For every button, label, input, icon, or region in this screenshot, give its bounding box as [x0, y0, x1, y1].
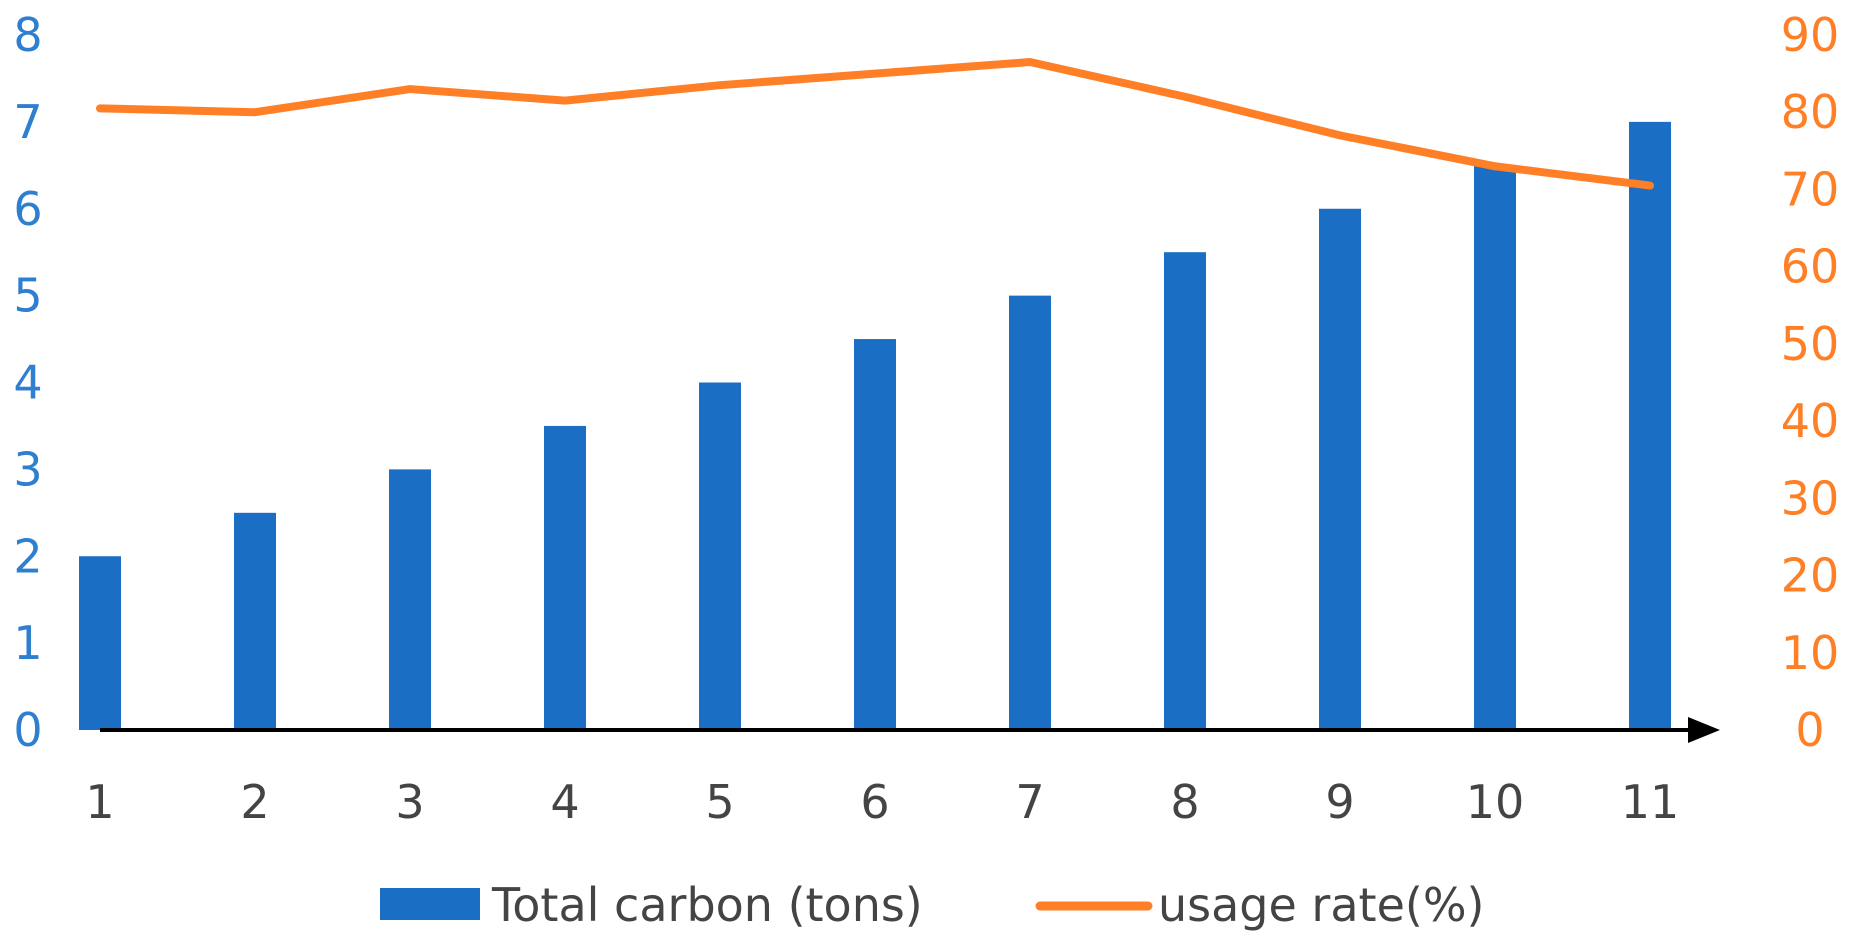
right-axis-ticks: 0 10 20 30 40 50 60 70 80 90 [1781, 8, 1840, 757]
x-tick-label: 6 [860, 775, 889, 829]
right-tick-label: 80 [1781, 85, 1840, 139]
legend: Total carbon (tons) usage rate(%) [380, 878, 1484, 932]
x-tick-label: 10 [1466, 775, 1525, 829]
x-axis-arrow [1688, 717, 1720, 743]
usage-rate-line [96, 58, 1654, 190]
x-tick-label: 1 [85, 775, 114, 829]
right-tick-label: 10 [1781, 626, 1840, 680]
right-tick-label: 90 [1781, 8, 1840, 62]
right-tick-label: 20 [1781, 549, 1840, 603]
left-tick-label: 4 [13, 356, 42, 410]
bar-11 [1629, 121, 1671, 730]
bar-6 [854, 339, 896, 730]
x-tick-label: 11 [1621, 775, 1680, 829]
legend-label-total-carbon: Total carbon (tons) [491, 878, 923, 932]
left-tick-label: 3 [13, 442, 42, 496]
x-tick-label: 5 [705, 775, 734, 829]
bar-5 [699, 382, 741, 730]
bar-10 [1474, 165, 1516, 730]
left-tick-label: 0 [13, 703, 42, 757]
x-tick-label: 9 [1325, 775, 1354, 829]
bars-layer [79, 121, 1671, 730]
x-axis-ticks: 1 2 3 4 5 6 7 8 9 10 11 [85, 775, 1679, 829]
right-tick-label: 50 [1781, 317, 1840, 371]
x-tick-label: 2 [240, 775, 269, 829]
x-tick-label: 4 [550, 775, 579, 829]
right-tick-label: 70 [1781, 162, 1840, 216]
right-tick-label: 30 [1781, 471, 1840, 525]
bar-9 [1319, 208, 1361, 730]
right-tick-label: 60 [1781, 240, 1840, 294]
left-tick-label: 5 [13, 269, 42, 323]
bar-4 [544, 425, 586, 730]
left-tick-label: 1 [13, 616, 42, 670]
left-tick-label: 7 [13, 95, 42, 149]
right-tick-label: 0 [1795, 703, 1824, 757]
legend-label-usage-rate: usage rate(%) [1158, 878, 1484, 932]
x-tick-label: 8 [1170, 775, 1199, 829]
left-tick-label: 6 [13, 182, 42, 236]
axis-layer [100, 717, 1720, 743]
left-axis-ticks: 0 1 2 3 4 5 6 7 8 [13, 8, 42, 757]
left-tick-label: 8 [13, 8, 42, 62]
bar-8 [1164, 252, 1206, 730]
right-tick-label: 40 [1781, 394, 1840, 448]
line-layer [96, 58, 1654, 190]
x-tick-label: 3 [395, 775, 424, 829]
left-tick-label: 2 [13, 529, 42, 583]
legend-swatch-bar [380, 888, 480, 920]
x-tick-label: 7 [1015, 775, 1044, 829]
bar-2 [234, 512, 276, 730]
bar-7 [1009, 295, 1051, 730]
bar-3 [389, 469, 431, 730]
bar-1 [79, 556, 121, 730]
